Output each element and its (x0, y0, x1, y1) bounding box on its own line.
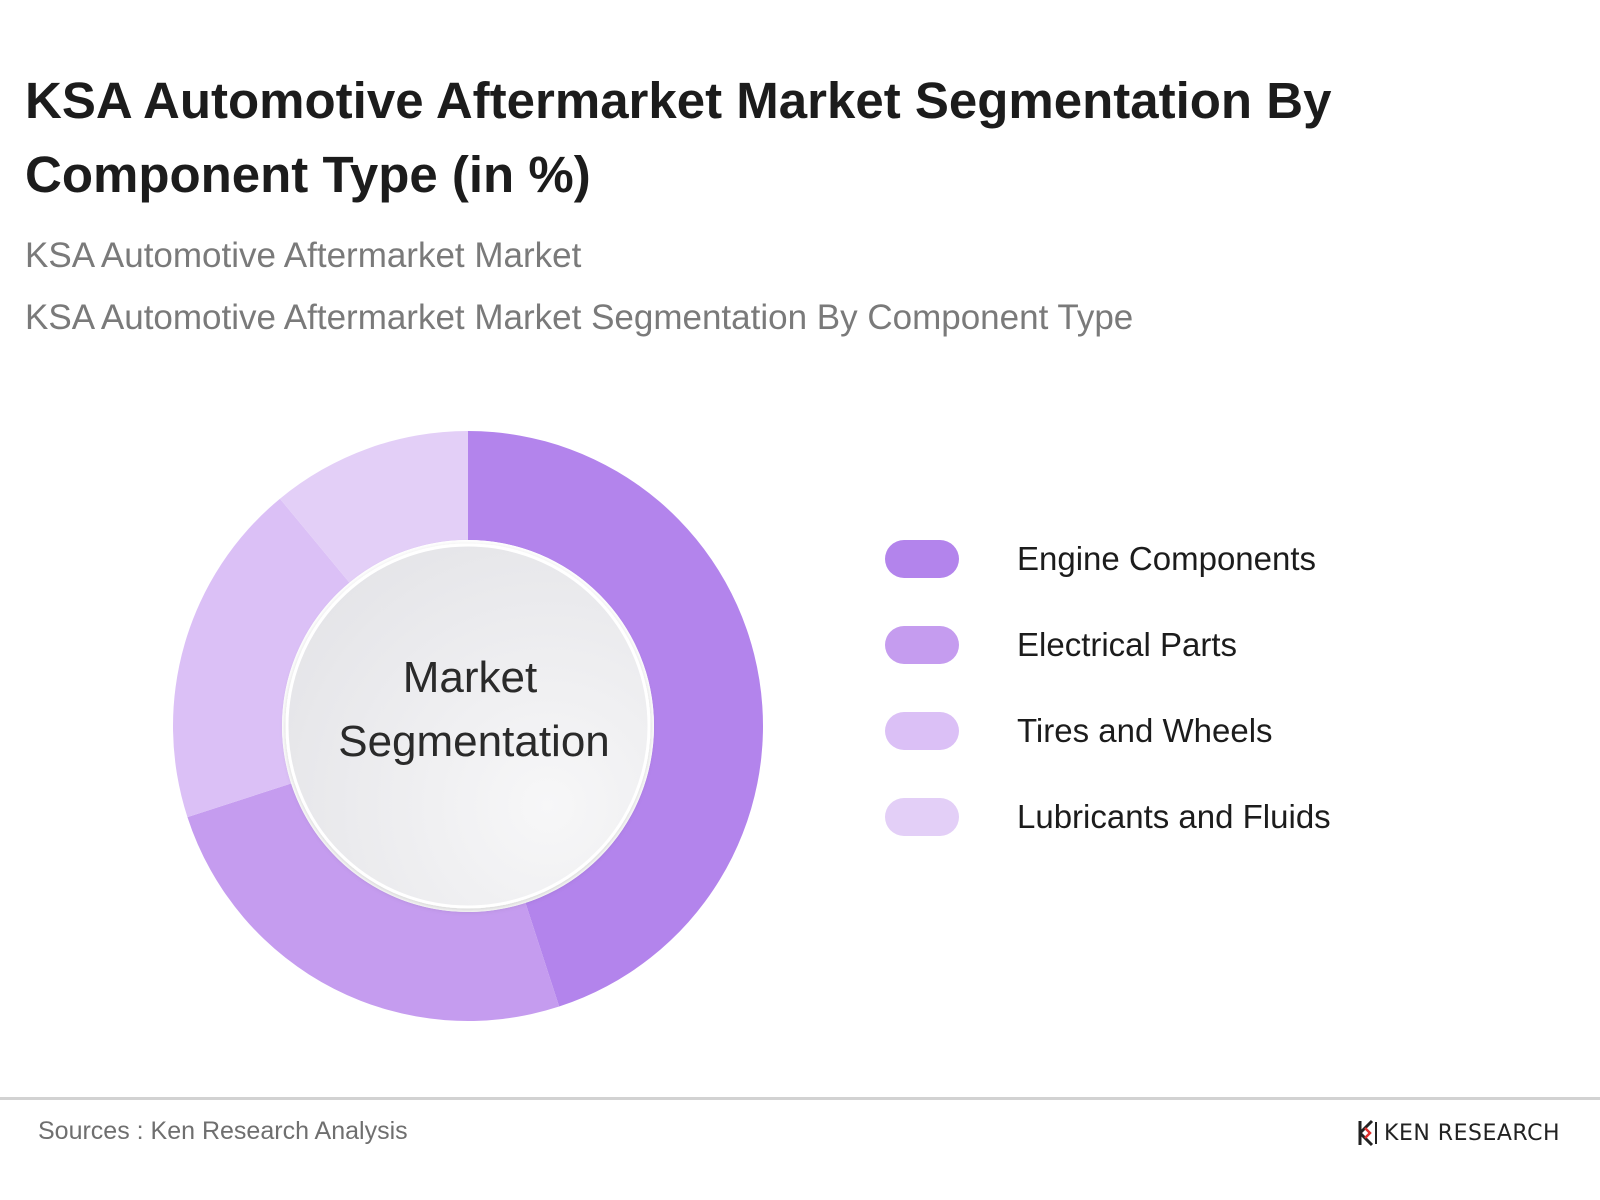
legend-swatch (885, 626, 959, 664)
source-note: Sources : Ken Research Analysis (38, 1117, 408, 1145)
legend-label: Tires and Wheels (1017, 712, 1273, 749)
legend-swatch (885, 712, 959, 750)
brand-logo: KEN RESEARCH (1358, 1117, 1560, 1149)
brand-name: KEN RESEARCH (1384, 1120, 1560, 1146)
legend-swatch (885, 540, 959, 578)
footer-divider (0, 1097, 1600, 1100)
legend-swatch (885, 798, 959, 836)
chart-subtitle-market: KSA Automotive Aftermarket Market (25, 236, 582, 275)
slice-tires-and-wheels (173, 498, 350, 818)
donut-slices (173, 431, 763, 1021)
donut-center-disc (285, 543, 651, 909)
slice-engine-components (468, 431, 763, 1007)
chart-title: KSA Automotive Aftermarket Market Segmen… (25, 72, 1332, 203)
legend-label: Electrical Parts (1017, 626, 1238, 663)
legend-label: Engine Components (1017, 540, 1317, 577)
slice-electrical-parts (187, 783, 560, 1021)
donut-center-label-line: Market (403, 653, 537, 702)
ken-research-logo-icon (1358, 1119, 1378, 1147)
legend-label: Lubricants and Fluids (1017, 798, 1331, 835)
chart-subtitle-segmentation: KSA Automotive Aftermarket Market Segmen… (25, 298, 1134, 337)
slice-lubricants-and-fluids (279, 431, 468, 583)
donut-center-label: Market Segmentation (338, 653, 610, 766)
donut-center-label-line: Segmentation (338, 717, 610, 766)
